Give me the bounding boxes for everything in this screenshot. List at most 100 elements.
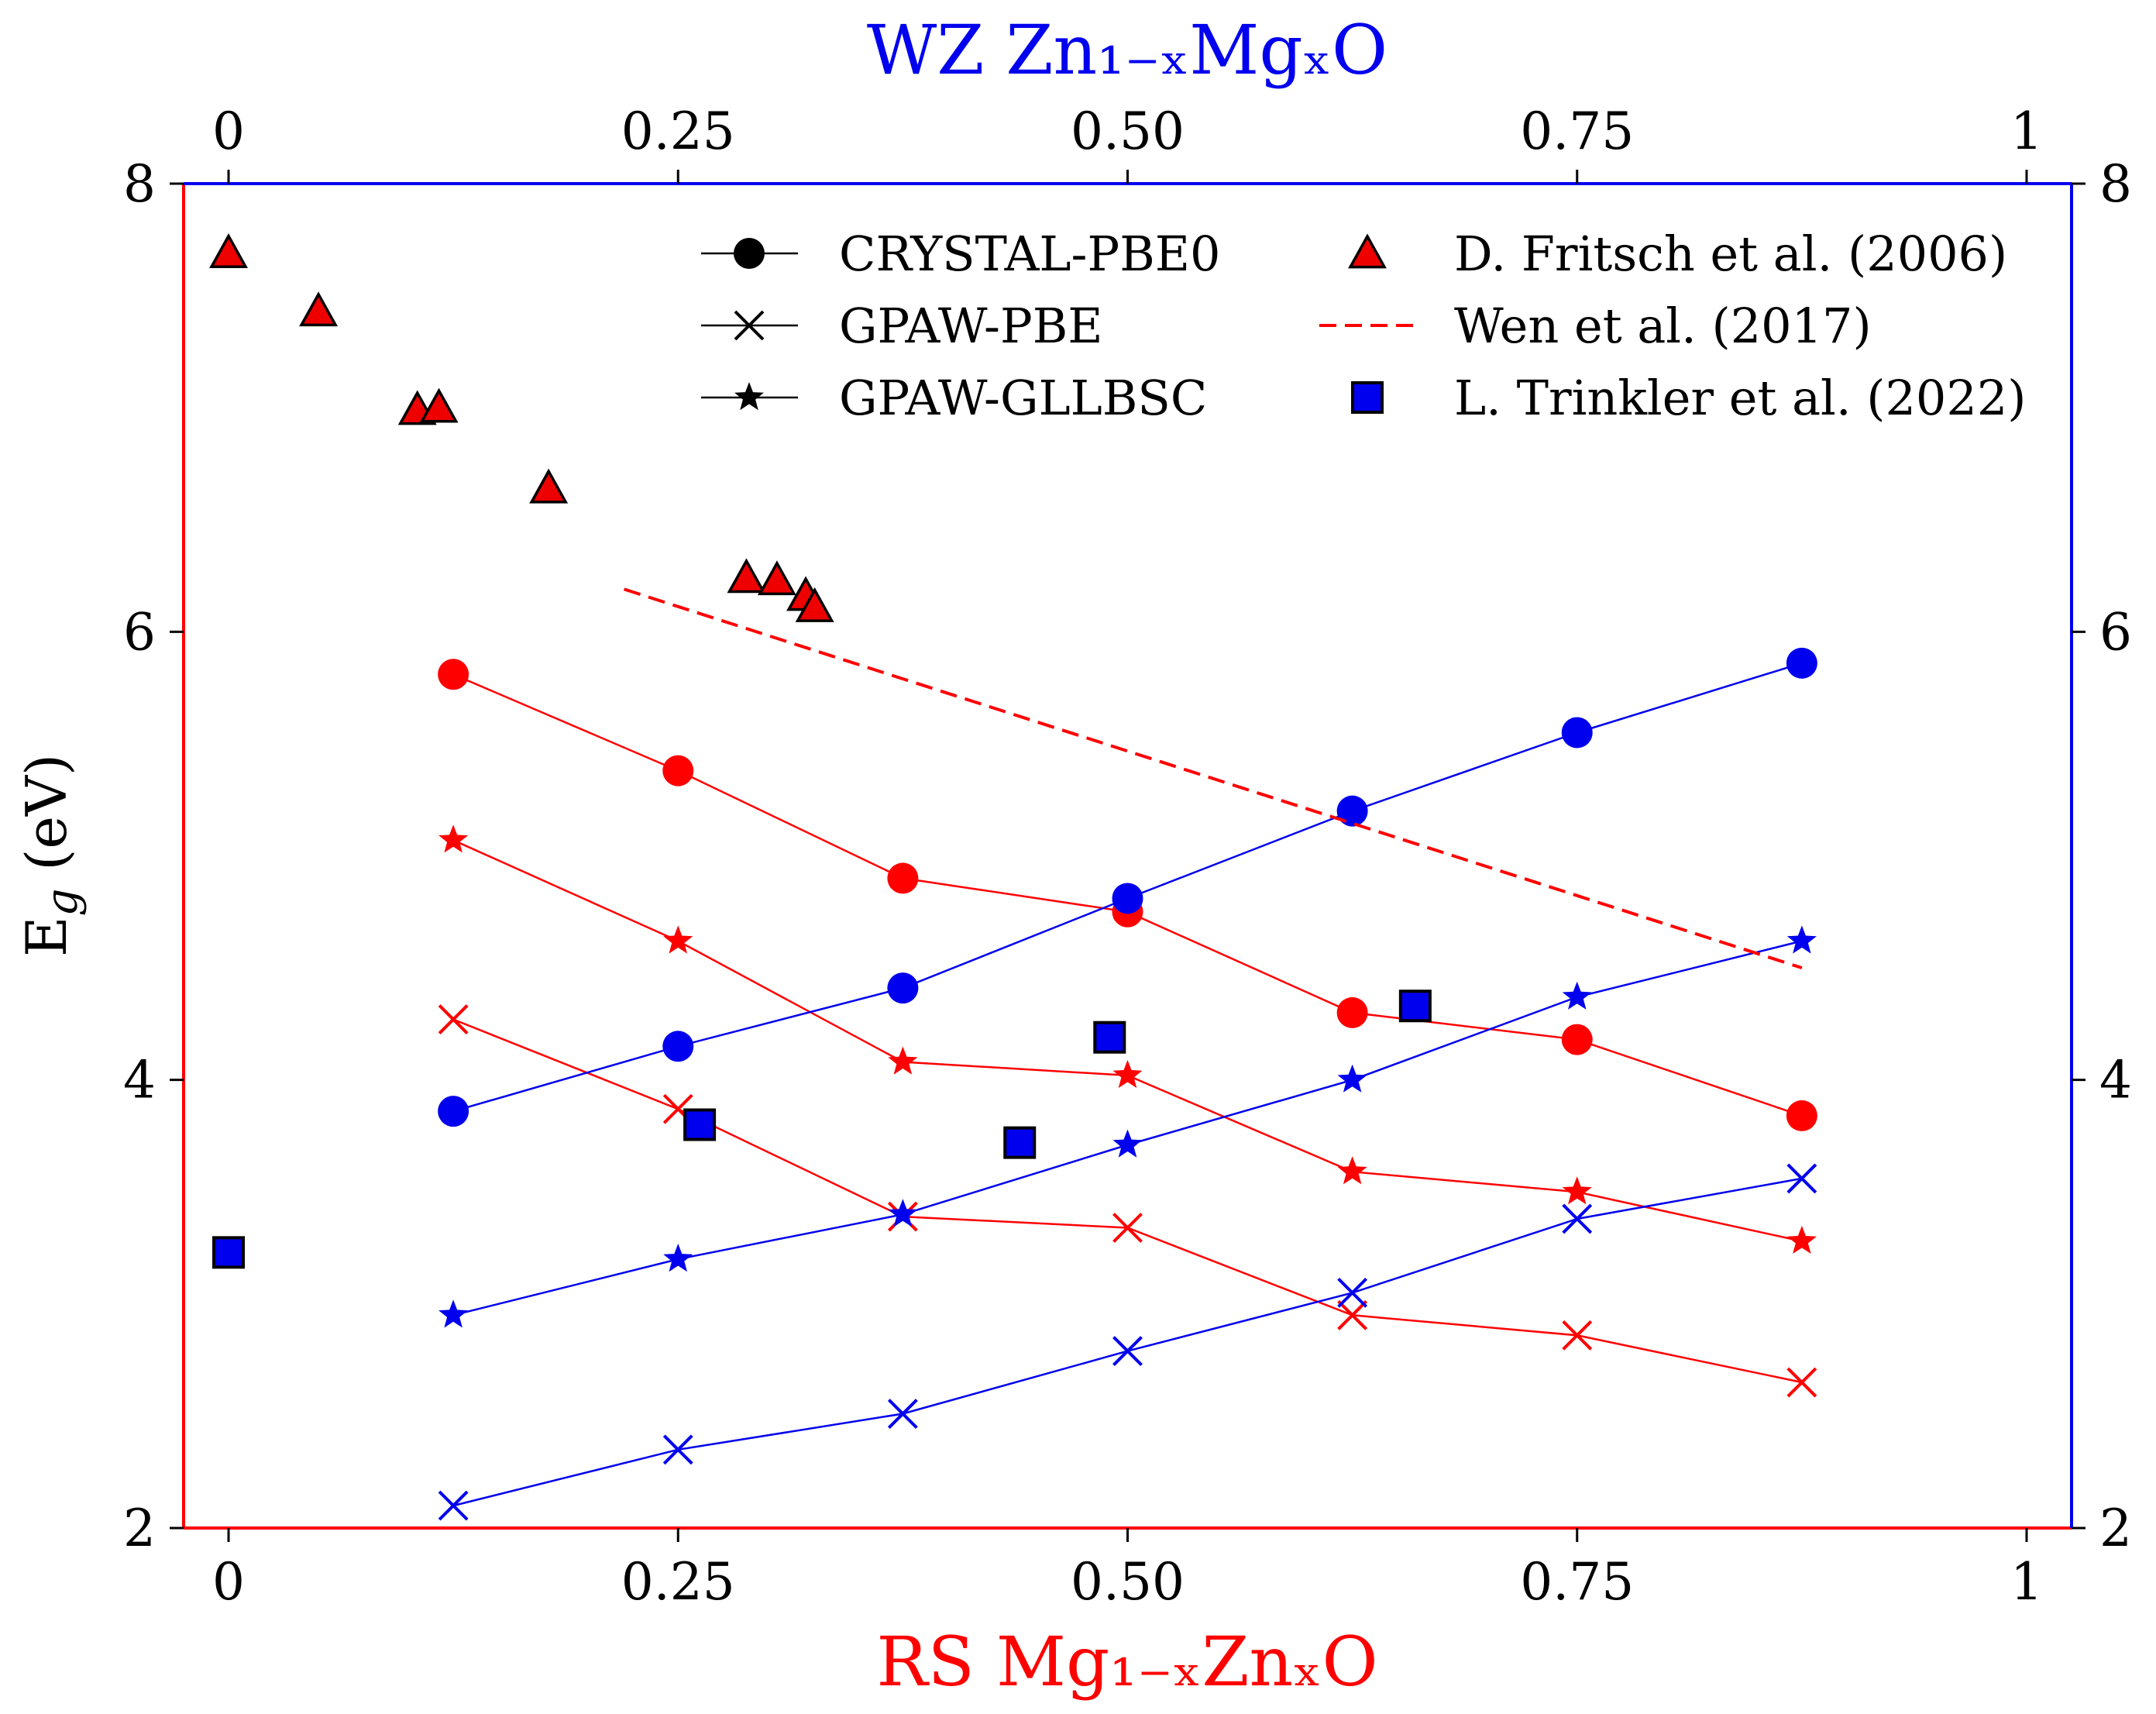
data-point-square [212, 1236, 246, 1269]
series-6 [209, 233, 834, 622]
legend-marker-star [734, 382, 764, 411]
data-point-x [1562, 1203, 1593, 1234]
series-0 [438, 659, 1817, 1131]
legend-label: L. Trinkler et al. (2022) [1454, 370, 2026, 426]
data-point-star [1337, 1156, 1367, 1185]
data-point-star [438, 824, 469, 853]
data-point-triangle [209, 233, 248, 268]
right-tick-label: 8 [2099, 154, 2132, 214]
legend-marker-x [734, 310, 765, 341]
data-point-circle [662, 1031, 694, 1062]
legend-label: GPAW-PBE [839, 298, 1103, 354]
data-point-circle [1786, 1100, 1817, 1131]
series-1 [438, 824, 1817, 1254]
data-point-x [438, 1004, 469, 1035]
data-point-circle [1336, 996, 1368, 1028]
left-axis-title-rest: (eV) [14, 754, 79, 889]
legend-item-star: GPAW-GLLBSC [701, 370, 1207, 426]
data-point-x [1112, 1213, 1143, 1243]
data-point-x [438, 1490, 469, 1521]
bottom-axis-title: RS Mg₁₋ₓZnₓO [876, 1622, 1377, 1702]
data-point-triangle [757, 560, 796, 596]
legend-label: GPAW-GLLBSC [839, 370, 1207, 426]
data-point-square [683, 1108, 717, 1141]
left-tick-label: 8 [123, 154, 156, 214]
data-point-x [1562, 1320, 1593, 1351]
data-point-x [662, 1434, 693, 1465]
left-axis-title-main: E [14, 916, 79, 957]
series-3 [438, 647, 1817, 1127]
data-point-square [1398, 990, 1432, 1023]
data-point-square [1093, 1020, 1126, 1054]
data-point-star [888, 1199, 918, 1227]
left-axis-title-sub: g [37, 889, 88, 917]
left-axis-title: Eg (eV) [14, 754, 88, 957]
left-tick-label: 4 [123, 1051, 156, 1110]
data-point-star [1112, 1059, 1143, 1089]
data-point-circle [438, 659, 469, 690]
bottom-tick-label: 0.75 [1520, 1552, 1634, 1612]
series-4 [438, 925, 1817, 1328]
data-point-circle [887, 862, 919, 894]
legend-item-dashed: Wen et al. (2017) [1319, 298, 1872, 354]
data-point-circle [1112, 883, 1143, 914]
data-layer [209, 233, 1817, 1521]
legend-item-square: L. Trinkler et al. (2022) [1351, 370, 2026, 426]
data-point-star [1562, 1176, 1592, 1205]
data-point-circle [1786, 647, 1817, 679]
legend-item-circle: CRYSTAL-PBE0 [701, 225, 1220, 282]
data-point-triangle [727, 558, 766, 594]
right-tick-label: 6 [2099, 602, 2132, 662]
top-axis-title: WZ Zn₁₋ₓMgₓO [867, 10, 1387, 90]
legend-item-triangle: D. Fritsch et al. (2006) [1348, 225, 2007, 282]
data-point-star [888, 1046, 918, 1075]
data-point-star [663, 1244, 693, 1272]
data-point-x [1337, 1277, 1368, 1308]
bottom-tick-label: 1 [2010, 1552, 2043, 1612]
data-point-star [1562, 981, 1592, 1010]
data-point-x [1112, 1336, 1143, 1366]
series-7 [623, 587, 1803, 970]
right-tick-label: 2 [2099, 1499, 2132, 1558]
data-point-circle [662, 755, 694, 786]
top-tick-label: 0.75 [1520, 102, 1634, 161]
data-point-star [438, 1299, 469, 1328]
data-point-x [1786, 1367, 1817, 1398]
data-point-star [1337, 1064, 1367, 1093]
data-point-circle [438, 1096, 469, 1127]
legend-marker-circle [734, 238, 765, 269]
data-point-triangle [419, 387, 459, 423]
bottom-tick-label: 0.50 [1071, 1552, 1185, 1612]
legend-marker-square [1351, 381, 1384, 414]
legend: CRYSTAL-PBE0 GPAW-PBE GPAW-GLLBSC D. Fritsc… [701, 225, 2026, 426]
bottom-tick-label: 0.25 [621, 1552, 735, 1612]
top-tick-label: 0.25 [621, 102, 735, 161]
data-point-x [1337, 1299, 1368, 1330]
data-point-circle [1336, 795, 1368, 827]
data-point-star [1112, 1129, 1143, 1158]
series-dashed-line [623, 587, 1803, 970]
legend-marker-triangle [1348, 233, 1387, 269]
data-point-x [1786, 1163, 1817, 1194]
legend-label: D. Fritsch et al. (2006) [1454, 225, 2007, 282]
data-point-x [887, 1399, 918, 1429]
legend-label: CRYSTAL-PBE0 [839, 225, 1220, 282]
bottom-tick-label: 0 [212, 1552, 245, 1612]
data-point-triangle [795, 587, 834, 622]
left-tick-label: 6 [123, 602, 156, 662]
top-tick-label: 0 [212, 102, 245, 161]
top-tick-label: 0.50 [1071, 102, 1185, 161]
data-point-circle [1561, 1024, 1593, 1055]
top-tick-label: 1 [2010, 102, 2043, 161]
data-point-square [1003, 1126, 1037, 1159]
right-tick-label: 4 [2099, 1051, 2132, 1110]
series-5 [438, 1163, 1817, 1521]
data-point-star [663, 925, 693, 954]
legend-item-x: GPAW-PBE [701, 298, 1103, 354]
legend-label: Wen et al. (2017) [1454, 298, 1872, 354]
series-8 [212, 990, 1432, 1269]
left-tick-label: 2 [123, 1499, 156, 1558]
data-point-circle [887, 972, 919, 1004]
data-point-circle [1561, 717, 1593, 749]
